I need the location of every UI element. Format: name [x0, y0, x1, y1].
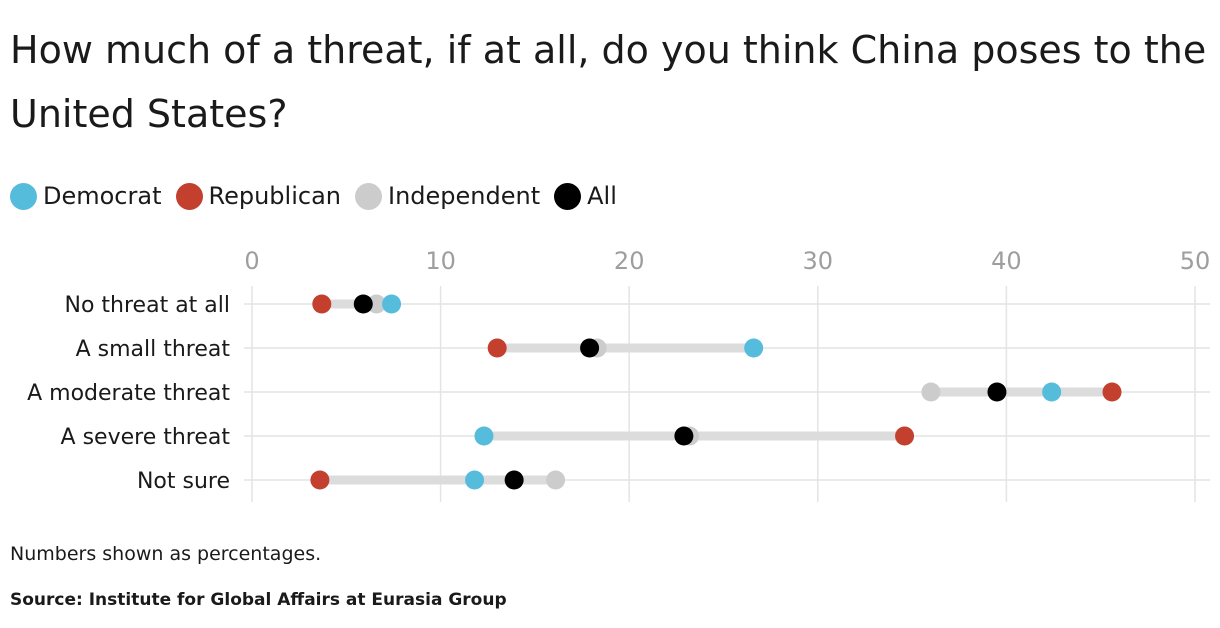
category-label: A severe threat [61, 425, 231, 450]
category-label: A small threat [76, 337, 231, 362]
dot-republican [310, 470, 330, 490]
dot-republican [895, 426, 915, 446]
dot-democrat [382, 294, 402, 314]
chart-source: Source: Institute for Global Affairs at … [10, 590, 507, 610]
legend-swatch-republican [175, 182, 203, 210]
dumbbell-chart: 0 10 20 30 40 50 No threat at all A small threa… [27, 247, 1211, 502]
category-label: A moderate threat [27, 381, 230, 406]
legend-item-democrat: Democrat [10, 182, 162, 210]
x-tick-label: 50 [1180, 247, 1211, 275]
legend-swatch-democrat [10, 182, 37, 210]
legend-item-independent: Independent [355, 182, 540, 210]
x-tick-label: 0 [244, 247, 259, 275]
legend-swatch-independent [355, 182, 382, 210]
dot-all [353, 294, 373, 314]
dot-all [674, 426, 694, 446]
dot-independent [546, 470, 566, 490]
chart-note: Numbers shown as percentages. [10, 543, 322, 565]
legend-item-all: All [554, 182, 617, 210]
x-tick-label: 30 [803, 247, 834, 275]
x-tick-label: 40 [991, 247, 1022, 275]
legend-label-all: All [587, 182, 617, 210]
dot-democrat [465, 470, 485, 490]
dot-all [504, 470, 524, 490]
dot-republican [312, 294, 332, 314]
dot-all [580, 338, 600, 358]
legend-swatch-all [554, 182, 582, 210]
dot-democrat [1042, 382, 1062, 402]
dot-independent [921, 382, 941, 402]
dot-all [987, 382, 1007, 402]
dot-independent [366, 294, 386, 314]
legend-item-republican: Republican [175, 182, 342, 210]
dot-democrat [744, 338, 764, 358]
category-label: No threat at all [65, 293, 230, 318]
dot-republican [487, 338, 507, 358]
legend-label-independent: Independent [388, 182, 541, 210]
dot-republican [1102, 382, 1122, 402]
legend: Democrat Republican Independent All [10, 180, 631, 212]
legend-label-democrat: Democrat [43, 182, 162, 210]
x-tick-label: 20 [614, 247, 645, 275]
legend-label-republican: Republican [208, 182, 342, 210]
chart-title: How much of a threat, if at all, do you … [10, 28, 1207, 136]
x-tick-label: 10 [425, 247, 456, 275]
dot-democrat [474, 426, 494, 446]
category-label: Not sure [137, 469, 230, 494]
